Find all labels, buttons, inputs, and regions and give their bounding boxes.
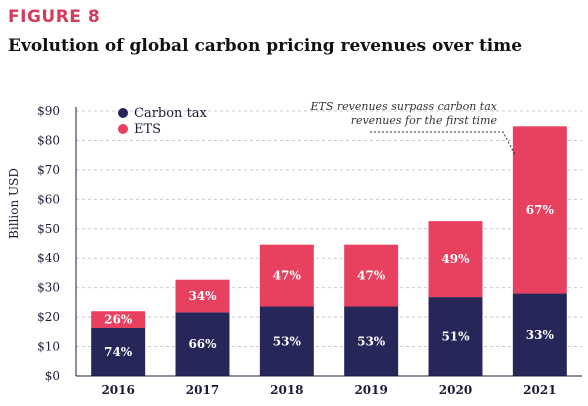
axes: $0 $10 $20 $30 $40 $50 $60 $70 $80 $90 Billion USD…	[7, 104, 582, 397]
x-tick-label: 2021	[523, 383, 556, 397]
bar-carbon-tax	[175, 312, 230, 376]
bar-label: 47%	[357, 269, 386, 283]
annotation-text: ETS revenues surpass carbon tax	[310, 100, 498, 113]
chart-title: Evolution of global carbon pricing reven…	[8, 36, 523, 56]
annotation-leader	[370, 131, 516, 155]
y-axis-title: Billion USD	[7, 168, 21, 239]
bar-carbon-tax	[512, 293, 567, 376]
grid-lines	[76, 110, 582, 348]
annotation: ETS revenues surpass carbon taxrevenues …	[310, 100, 516, 155]
legend-marker	[118, 108, 128, 118]
bar-ets	[344, 244, 399, 307]
bar-carbon-tax	[344, 306, 399, 376]
bar-label: 26%	[104, 313, 133, 327]
x-tick-label: 2017	[186, 383, 219, 397]
x-tick-label: 2020	[439, 383, 472, 397]
bar-label: 53%	[357, 334, 386, 348]
bar-ets	[512, 126, 567, 294]
bar-carbon-tax	[259, 306, 314, 376]
figure-label: FIGURE 8	[8, 7, 101, 27]
bar-label: 49%	[441, 252, 470, 266]
bar-label: 33%	[526, 328, 555, 342]
bar-label: 47%	[273, 269, 302, 283]
bar-label: 67%	[526, 203, 555, 217]
legend-marker	[118, 124, 128, 134]
y-tick-label: $50	[37, 222, 60, 236]
bar-label: 74%	[104, 345, 133, 359]
bar-carbon-tax	[91, 328, 146, 376]
y-tick-label: $60	[37, 192, 60, 206]
y-tick-label: $90	[37, 104, 60, 118]
y-tick-label: $10	[37, 340, 60, 354]
bars	[91, 126, 567, 376]
legend-label: Carbon tax	[134, 106, 208, 121]
annotation-text: revenues for the first time	[351, 114, 498, 127]
legend-label: ETS	[134, 122, 161, 137]
data-labels: 74% 26% 66% 34% 53% 47% 53% 47% 51% 49% 33% 67%	[104, 203, 554, 359]
y-tick-label: $20	[37, 310, 60, 324]
x-tick-label: 2018	[270, 383, 303, 397]
bar-label: 34%	[188, 289, 217, 303]
y-tick-label: $70	[37, 163, 60, 177]
bar-label: 51%	[441, 330, 470, 344]
bar-ets	[175, 279, 230, 313]
y-tick-label: $0	[45, 369, 60, 383]
y-tick-label: $80	[37, 133, 60, 147]
y-tick-label: $30	[37, 281, 60, 295]
x-tick-label: 2016	[101, 383, 134, 397]
bar-ets	[428, 221, 483, 298]
bar-ets	[259, 244, 314, 307]
bar-label: 53%	[273, 334, 302, 348]
x-tick-label: 2019	[354, 383, 387, 397]
y-tick-label: $40	[37, 251, 60, 265]
bar-carbon-tax	[428, 297, 483, 376]
bar-label: 66%	[188, 337, 217, 351]
bar-ets	[91, 311, 146, 329]
